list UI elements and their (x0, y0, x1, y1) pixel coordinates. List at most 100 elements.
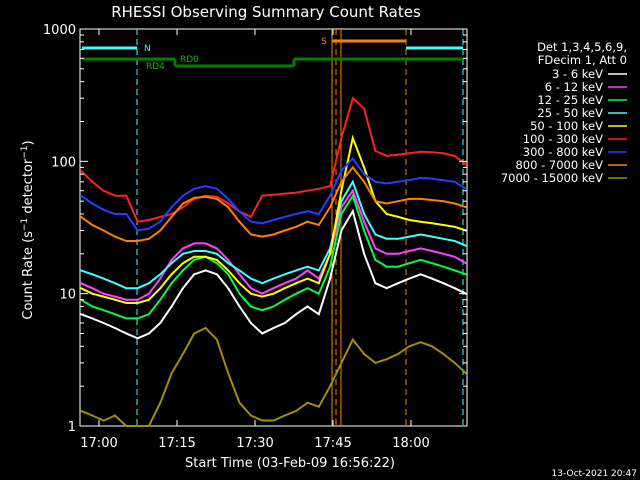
data-point (147, 237, 150, 240)
data-point (147, 292, 150, 295)
data-point (363, 252, 366, 255)
data-point (238, 305, 241, 308)
data-point (408, 197, 411, 200)
data-point (419, 258, 422, 261)
data-point (272, 292, 275, 295)
data-point (453, 269, 456, 272)
data-point (283, 287, 286, 290)
data-point (181, 194, 184, 197)
x-tick-label: 17:30 (236, 436, 273, 451)
data-point (91, 414, 94, 417)
data-point (453, 180, 456, 183)
data-point (272, 305, 275, 308)
data-point (351, 97, 354, 100)
data-point (114, 414, 116, 417)
data-point (114, 282, 116, 285)
data-point (238, 401, 241, 404)
legend-label: 800 - 7000 keV (515, 158, 603, 172)
data-point (317, 224, 320, 226)
data-point (272, 327, 275, 329)
data-point (114, 295, 116, 298)
data-point (442, 252, 445, 255)
data-point (419, 273, 422, 276)
data-point (102, 322, 105, 324)
data-point (408, 219, 411, 221)
data-point (351, 166, 354, 169)
data-point (136, 317, 139, 320)
legend-label: 12 - 25 keV (537, 93, 603, 107)
data-point (91, 224, 94, 226)
data-point (295, 213, 298, 215)
data-point (91, 180, 94, 183)
data-point (91, 317, 94, 320)
data-point (385, 202, 388, 205)
data-point (317, 213, 320, 215)
data-point (363, 173, 366, 176)
data-point (249, 277, 252, 280)
data-point (340, 169, 343, 172)
data-point (170, 213, 173, 215)
data-point (147, 227, 150, 230)
data-point (249, 220, 252, 223)
data-point (91, 273, 94, 276)
data-point (249, 215, 252, 218)
data-point (215, 252, 218, 255)
data-point (295, 292, 298, 295)
data-point (317, 405, 320, 408)
data-point (431, 222, 433, 225)
data-point (385, 358, 388, 361)
legend-label: 25 - 50 keV (537, 106, 603, 120)
chart-title: RHESSI Observing Summary Count Rates (111, 3, 421, 21)
data-point (102, 419, 105, 422)
data-point (125, 302, 128, 304)
data-point (193, 242, 196, 245)
data-point (442, 179, 445, 182)
data-point (431, 235, 433, 238)
legend-label: 3 - 6 keV (552, 67, 603, 81)
data-point (125, 213, 128, 215)
data-point (170, 305, 173, 308)
data-point (261, 309, 264, 312)
rd0-label: RD0 (180, 55, 199, 65)
x-axis-label: Start Time (03-Feb-09 16:56:22) (185, 456, 395, 471)
data-point (159, 401, 162, 404)
axis-ticks: 17:00 17:15 17:30 17:45 18:00 1 10 100 1000 (43, 23, 467, 451)
data-point (408, 250, 411, 252)
data-point (397, 153, 400, 156)
data-point (170, 258, 173, 261)
data-point (374, 149, 377, 152)
data-point (385, 182, 388, 185)
data-point (283, 414, 286, 417)
data-point (465, 273, 467, 276)
overlay-markers: N S RD0 RD4 (82, 29, 464, 426)
data-point (431, 177, 433, 180)
data-point (249, 414, 252, 417)
data-point (249, 292, 252, 295)
data-point (385, 287, 388, 290)
data-point (261, 332, 264, 335)
data-point (340, 229, 343, 232)
series-group (80, 96, 467, 427)
data-point (351, 210, 354, 213)
legend-title-line-1: Det 1,3,4,5,6,9, (537, 40, 627, 54)
data-point (363, 180, 366, 183)
y-tick-label: 1000 (43, 23, 76, 38)
data-point (306, 305, 309, 308)
data-point (170, 262, 173, 265)
data-point (351, 157, 354, 160)
data-point (193, 187, 196, 190)
data-point (283, 298, 286, 301)
data-point (408, 152, 411, 155)
data-point (295, 225, 298, 228)
data-point (80, 269, 82, 272)
legend-label: 6 - 12 keV (545, 80, 603, 94)
data-point (385, 265, 388, 268)
data-point (431, 151, 433, 154)
data-point (465, 372, 467, 375)
data-point (227, 197, 230, 200)
data-point (159, 322, 162, 324)
data-point (317, 269, 320, 272)
data-point (397, 200, 400, 203)
data-point (249, 233, 252, 236)
